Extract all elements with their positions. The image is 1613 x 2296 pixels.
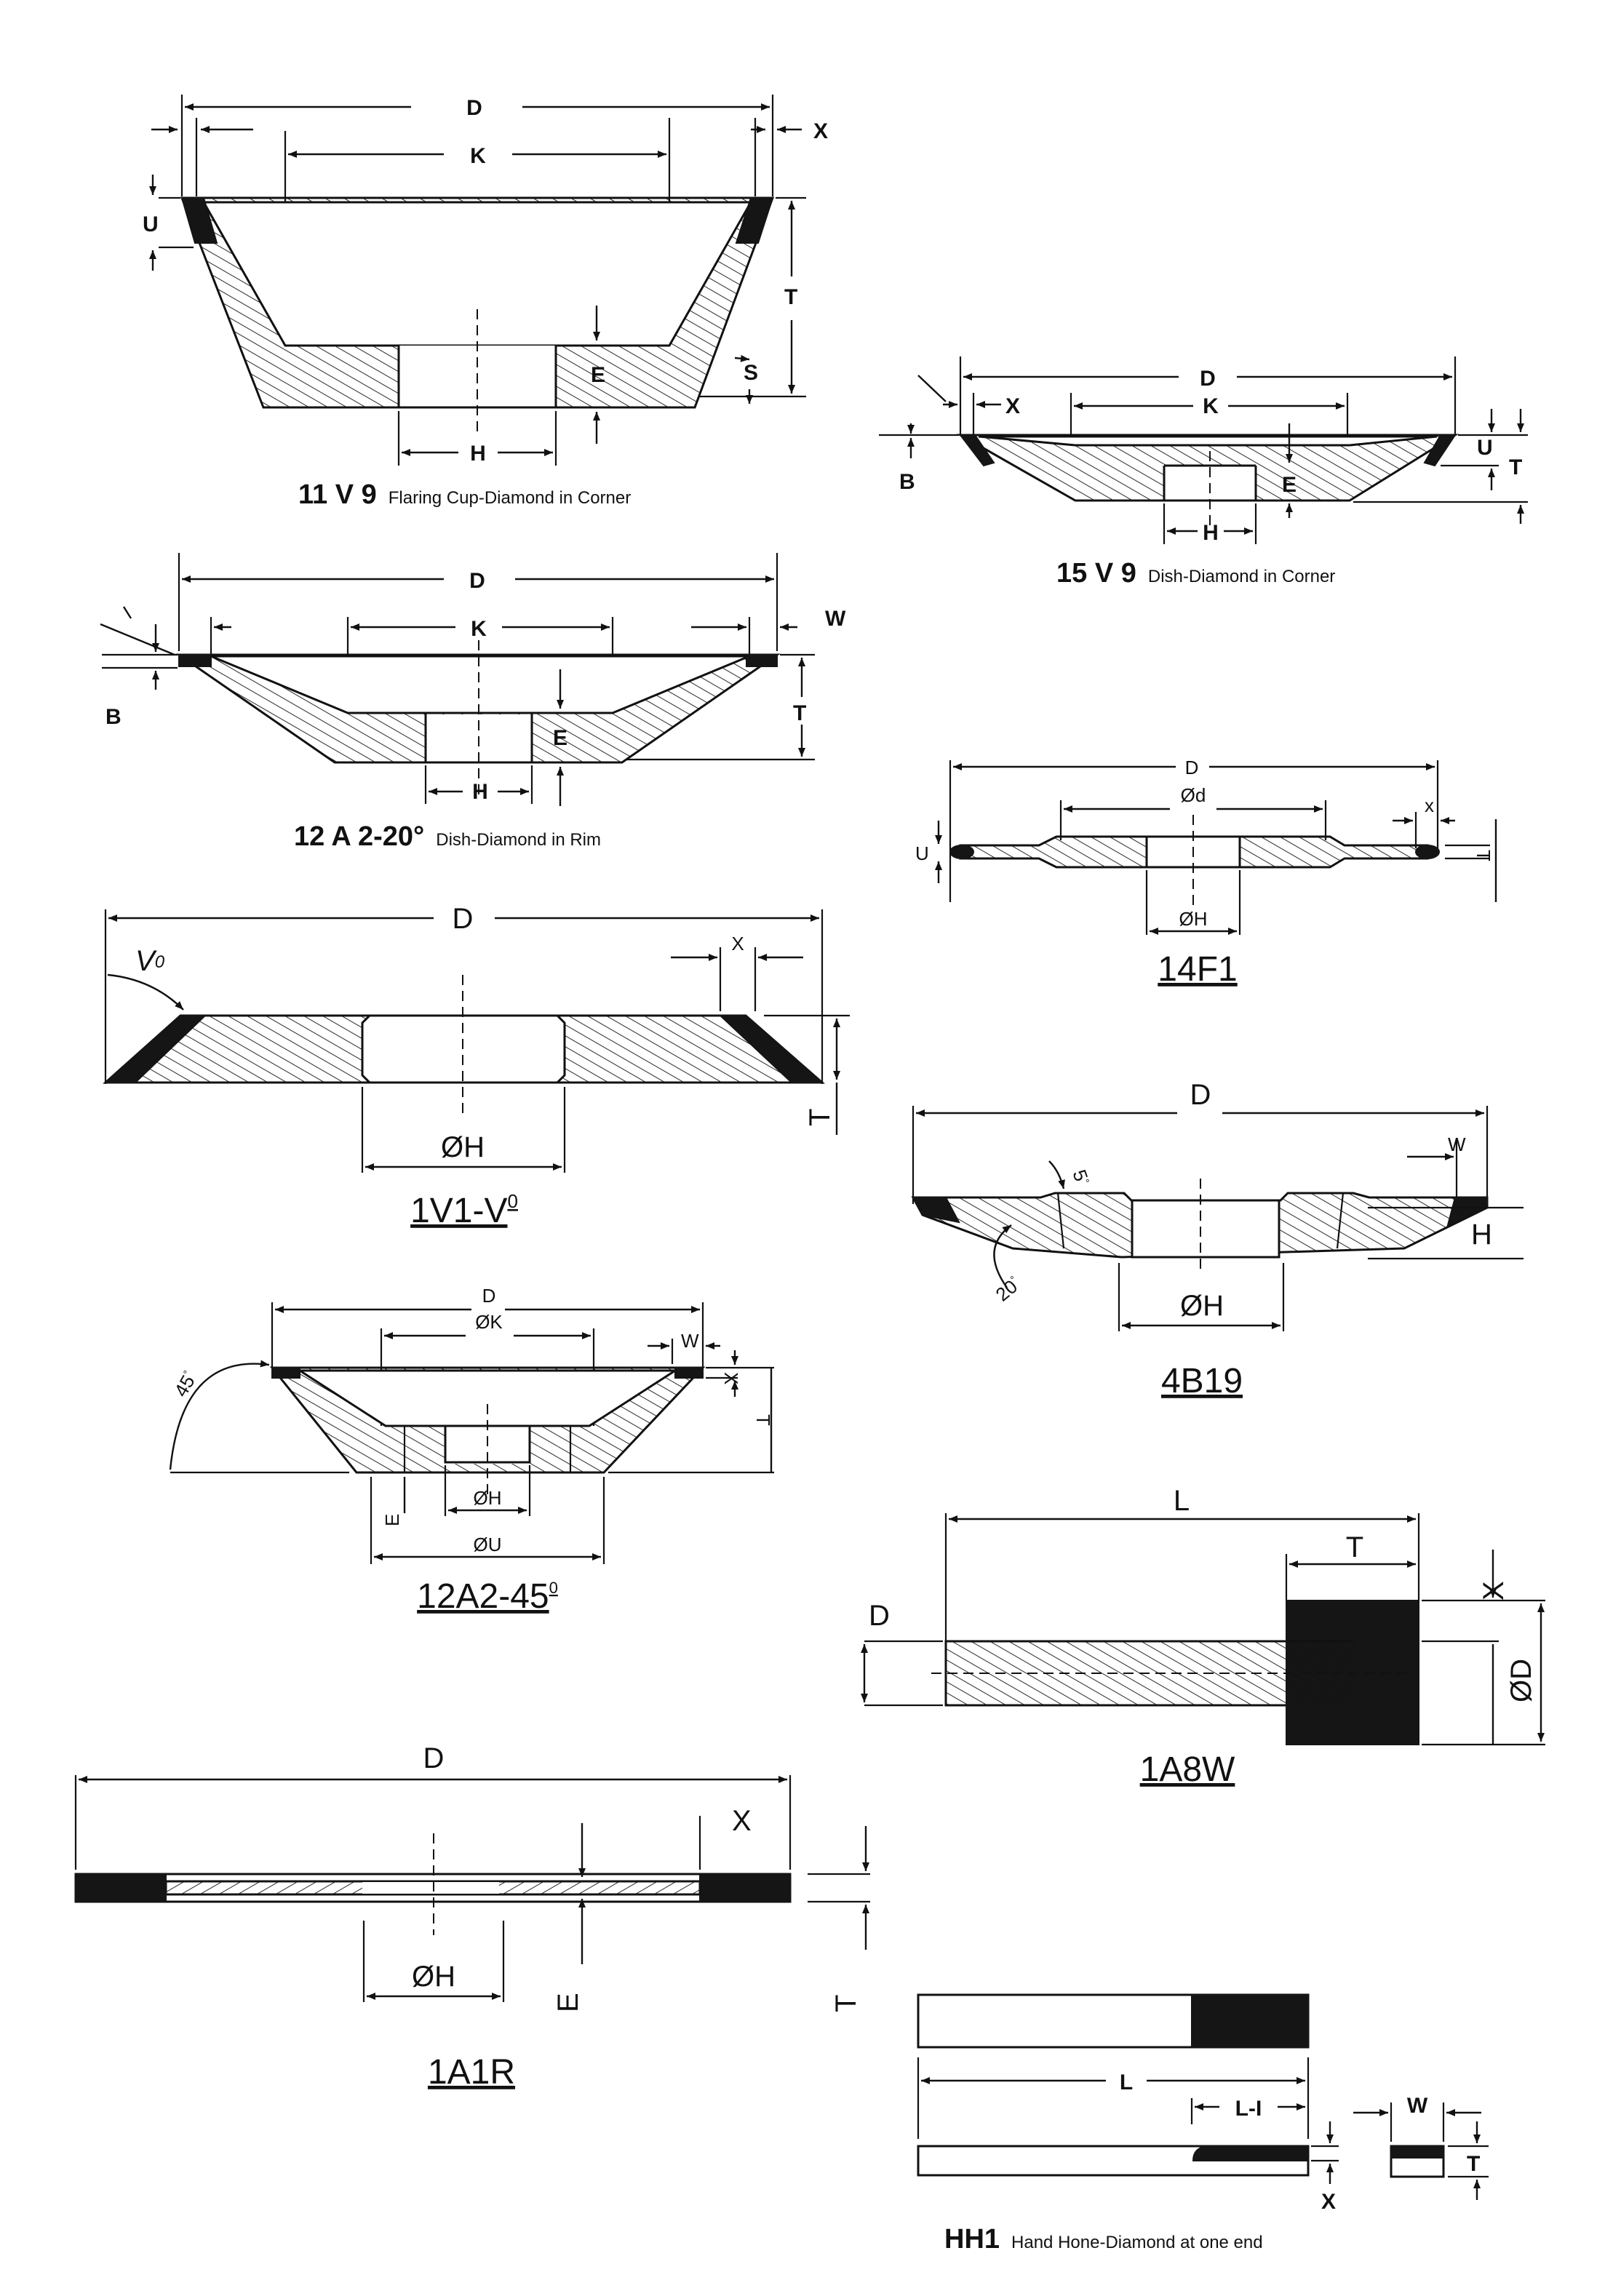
dim-dd: Ød [1181,784,1206,806]
dim-e: E [553,726,567,750]
dim-u: U [915,842,929,864]
dim-k: K [470,144,486,168]
dim-t: T [1473,850,1494,861]
dim-h: H [472,780,488,804]
drawing-1a8w: L T D X ØD 1A8W [861,1485,1545,1789]
drawing-11v9: D X K U T S E [143,95,828,510]
dim-h: ØH [474,1487,502,1509]
dim-d: D [469,569,485,593]
dim-h: ØH [1179,908,1208,930]
dim-e: E [381,1514,403,1526]
dim-e: E [591,363,605,387]
dim-h-side: H [1471,1219,1492,1251]
caption-1a1r: 1A1R [428,2053,515,2092]
dim-h: ØH [412,1961,455,1993]
dim-d: D [869,1600,890,1632]
dim-l: L [1120,2070,1133,2094]
dim-k: ØK [475,1311,503,1333]
dim-u: U [143,212,159,236]
caption-1a8w: 1A8W [1140,1750,1235,1789]
dim-h: ØH [441,1131,485,1163]
dim-x: X [813,119,828,143]
caption-hh1: HH1 Hand Hone-Diamond at one end [944,2224,1263,2255]
angle-5: 5° [1068,1167,1094,1188]
dim-t: T [1346,1531,1363,1563]
drawing-12a2-20: D K W B T E [100,553,846,852]
dim-h: H [470,442,486,466]
dim-x: X [732,1805,752,1837]
angle-20: 20° [992,1272,1025,1305]
dim-d: D [466,96,482,120]
caption-1v1: 1V1-V0 [410,1190,518,1230]
dim-e: E [1282,473,1297,497]
dim-d: D [1185,757,1199,778]
dim-u: ØU [474,1534,502,1555]
dim-od: ØD [1505,1659,1537,1702]
drawing-1v1: D V0 X T ØH 1V1-V0 [103,903,850,1230]
dim-x: X [1005,394,1020,418]
dim-d: D [453,903,474,935]
dim-v: V0 [135,945,165,977]
dim-t: T [804,1109,836,1126]
dim-k: K [471,617,487,641]
caption-14f1: 14F1 [1158,950,1237,989]
dim-u: U [1477,436,1493,460]
dim-w: W [1448,1133,1466,1155]
dim-t: T [793,701,806,725]
caption-11v9: 11 V 9 Flaring Cup-Diamond in Corner [298,479,631,510]
caption-15v9: 15 V 9 Dish-Diamond in Corner [1056,558,1335,589]
drawing-15v9: D X K B U T E [879,356,1528,589]
dim-b: B [105,705,122,729]
dim-s: S [744,361,758,385]
dim-b: B [899,470,915,494]
dim-w: W [1407,2094,1428,2118]
dim-li: L-I [1235,2097,1262,2121]
dim-w: W [825,607,846,631]
dim-l: L [1174,1485,1190,1517]
dim-h: ØH [1180,1290,1224,1322]
dim-t: T [752,1414,774,1426]
dim-e: E [552,1993,584,2012]
dim-w: W [681,1330,699,1352]
dim-t: T [1467,2152,1480,2176]
dim-h: H [1203,521,1219,545]
drawing-1a1r: D X E T ØH 1A1R [74,1742,870,2092]
dim-x: X [1321,2190,1336,2214]
dim-d: D [1190,1079,1211,1111]
caption-12a2-45: 12A2-450 [417,1577,558,1616]
drawing-12a2-45: D ØK W X T 45° E ØH [169,1285,774,1616]
dim-x: x [1425,794,1434,816]
caption-4b19: 4B19 [1161,1362,1243,1400]
drawing-4b19: D W 5° 20° H ØH 4B19 [911,1079,1524,1400]
dim-t: T [784,285,797,309]
drawing-hh1: L L-I X W T HH1 Hand Hone-Diamond at one … [917,1993,1489,2255]
dim-x: X [731,933,744,954]
dim-d: D [1200,367,1216,391]
dim-d: D [482,1285,496,1307]
dim-k: K [1203,394,1219,418]
drawing-14f1: D Ød x U T ØH 14F1 [915,757,1497,989]
dim-x: X [1478,1581,1510,1601]
dim-d: D [423,1742,445,1774]
dim-t: T [830,1995,862,2012]
angle-45: 45° [170,1368,201,1400]
caption-12a2-20: 12 A 2-20° Dish-Diamond in Rim [294,821,601,852]
dim-t: T [1509,455,1522,479]
dim-x: X [720,1372,742,1384]
